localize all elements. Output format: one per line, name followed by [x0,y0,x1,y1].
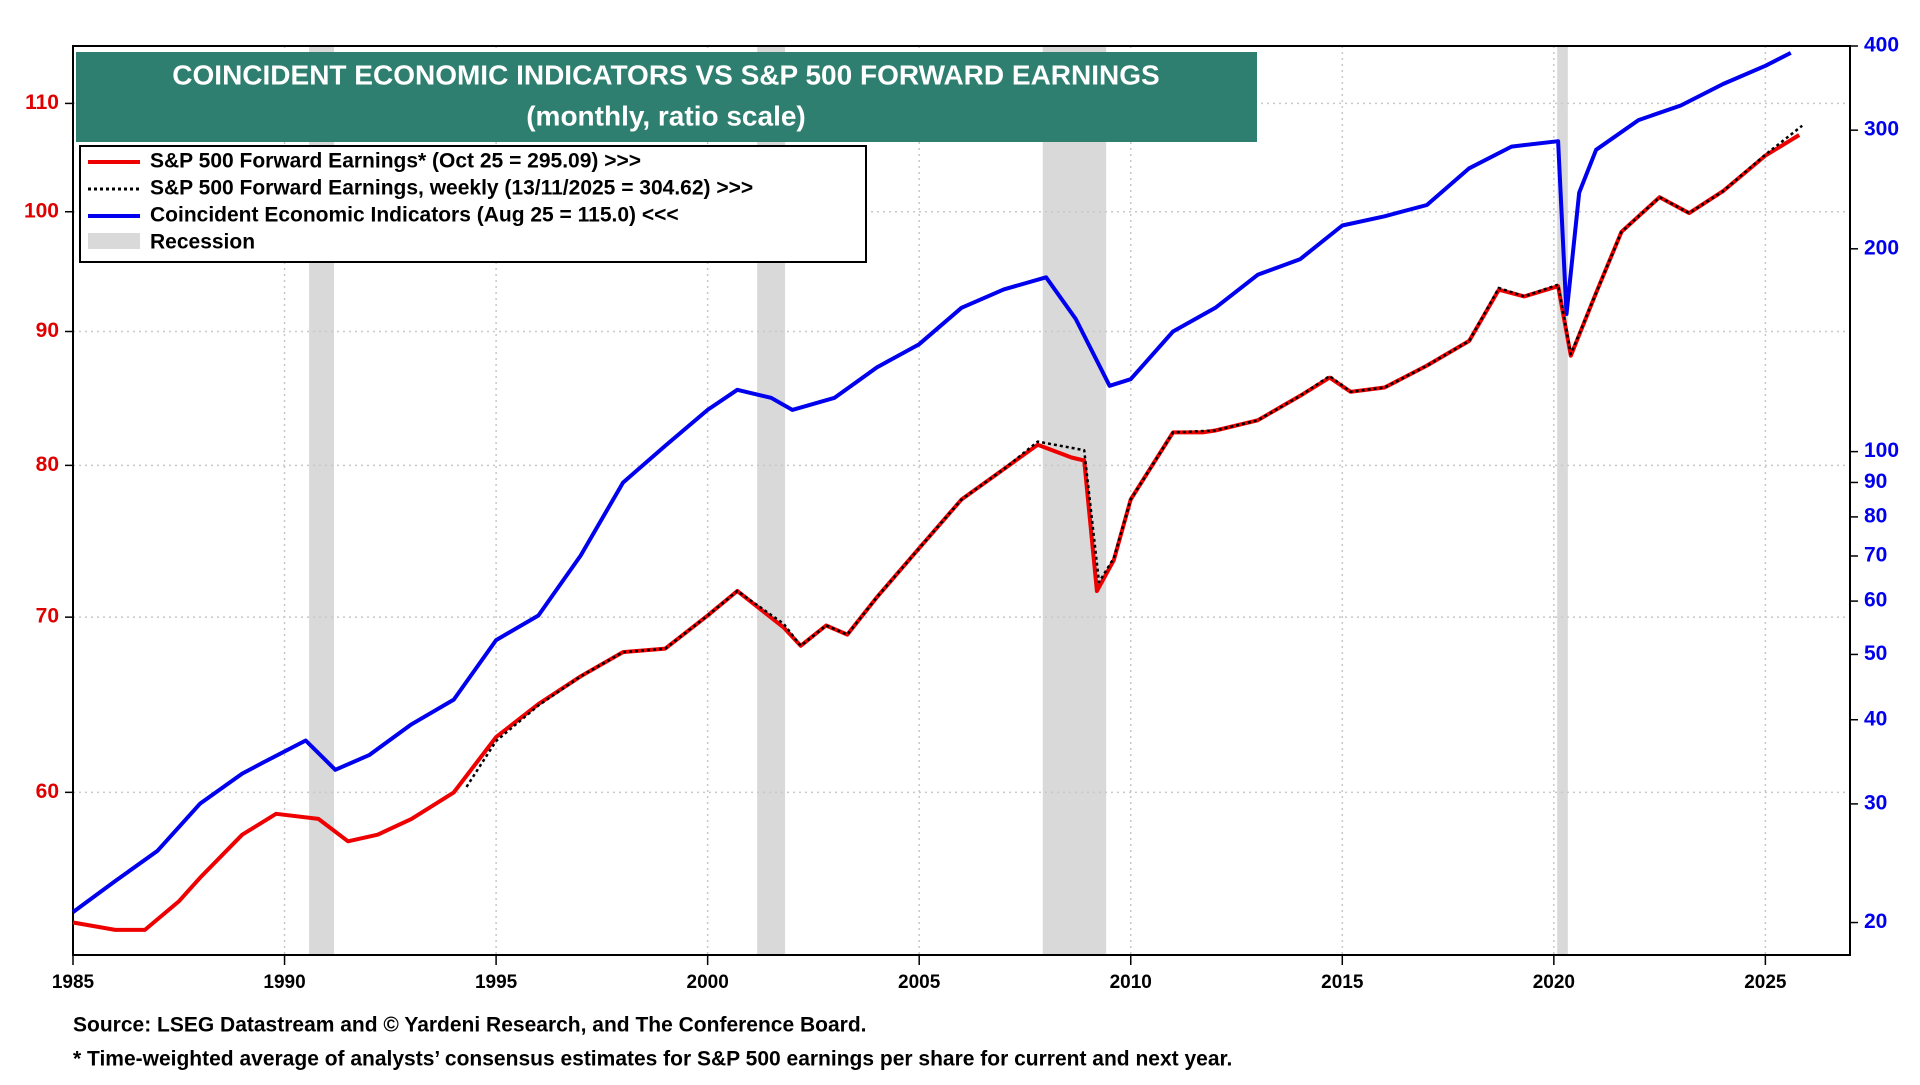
y2-tick-label: 40 [1864,707,1887,730]
legend-label: S&P 500 Forward Earnings* (Oct 25 = 295.… [150,150,641,173]
y-tick-label: 70 [36,605,59,628]
y-tick-label: 80 [36,453,59,476]
y-tick-label: 110 [25,91,59,114]
x-tick-label: 2000 [687,972,729,993]
y2-tick-label: 20 [1864,910,1887,933]
y2-tick-label: 30 [1864,791,1887,814]
y2-tick-label: 100 [1864,439,1899,462]
x-tick-label: 1985 [52,972,95,993]
chart-subtitle: (monthly, ratio scale) [526,100,806,131]
y-tick-label: 100 [24,199,59,222]
y2-tick-label: 400 [1864,34,1899,57]
y2-tick-label: 200 [1864,236,1899,259]
y2-tick-label: 80 [1864,504,1887,527]
chart-title: COINCIDENT ECONOMIC INDICATORS VS S&P 50… [172,59,1159,90]
footnote: * Time-weighted average of analysts’ con… [73,1048,1232,1071]
series-line [465,124,1803,788]
recession-band [1042,46,1107,955]
series-line [71,51,1792,914]
y2-tick-label: 60 [1864,589,1887,612]
x-tick-label: 2015 [1321,972,1364,993]
recession-band [1557,46,1568,955]
x-tick-label: 1990 [263,972,305,993]
x-tick-label: 2010 [1110,972,1152,993]
legend-swatch [88,233,140,249]
y2-tick-label: 300 [1864,118,1899,141]
title-box [76,52,1257,142]
y2-tick-label: 90 [1864,470,1887,493]
plot-frame [72,45,1851,956]
legend-label: S&P 500 Forward Earnings, weekly (13/11/… [150,177,753,200]
legend-label: Coincident Economic Indicators (Aug 25 =… [150,204,679,227]
footnote: Source: LSEG Datastream and © Yardeni Re… [73,1014,867,1037]
y-tick-label: 90 [36,319,59,342]
x-tick-label: 1995 [475,972,518,993]
legend-box [79,145,867,263]
y-tick-label: 60 [36,780,59,803]
y2-tick-label: 50 [1864,642,1887,665]
legend-label: Recession [150,231,255,254]
y2-tick-label: 70 [1864,544,1887,567]
x-tick-label: 2005 [898,972,941,993]
x-tick-label: 2025 [1744,972,1787,993]
x-tick-label: 2020 [1533,972,1575,993]
